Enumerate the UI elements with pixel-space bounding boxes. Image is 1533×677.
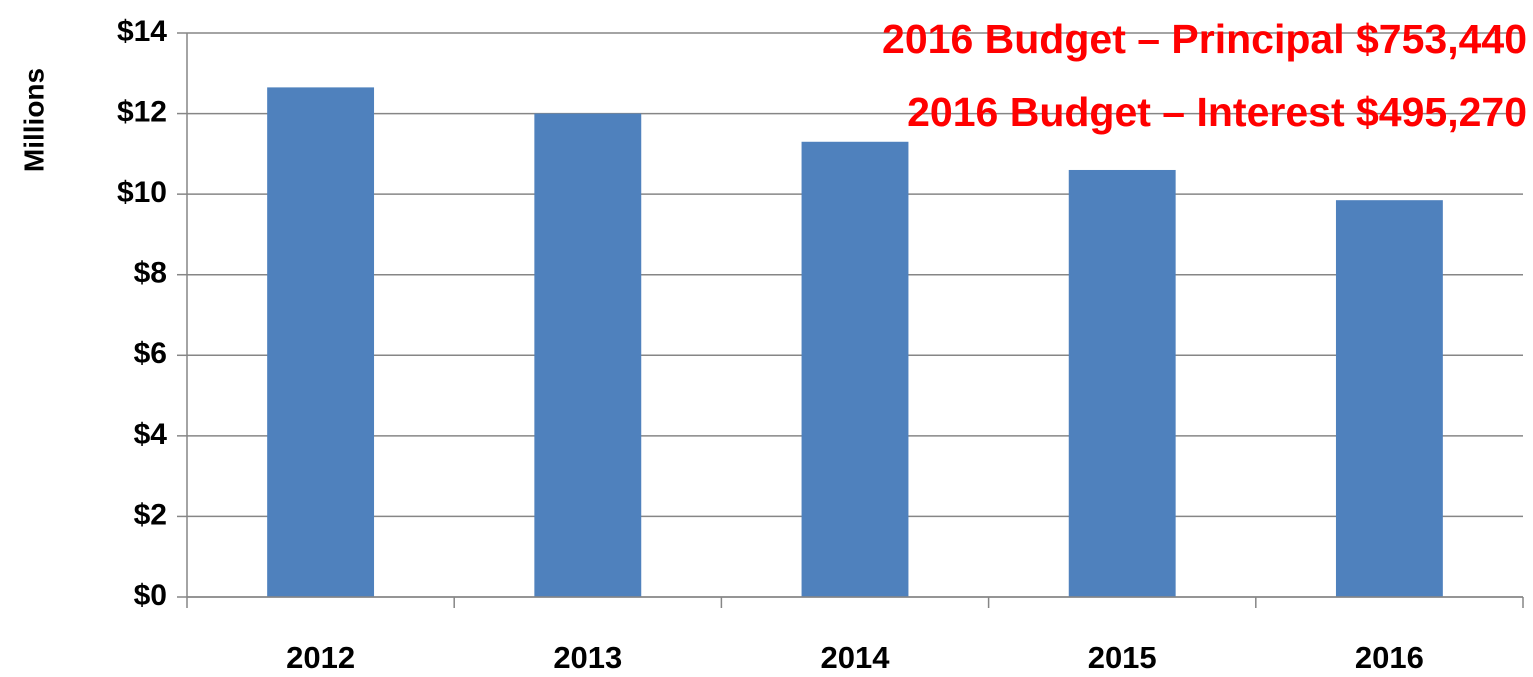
x-tick-label: 2012 — [286, 640, 355, 675]
y-tick-label: $14 — [117, 15, 167, 48]
x-tick-label: 2013 — [553, 640, 622, 675]
bar — [1335, 200, 1443, 597]
bar — [267, 87, 375, 597]
y-tick-label: $12 — [117, 95, 167, 128]
y-tick-label: $2 — [134, 498, 167, 531]
bar — [801, 141, 909, 597]
bar — [1068, 169, 1176, 597]
x-tick-label: 2014 — [821, 640, 891, 675]
y-tick-label: $8 — [134, 257, 167, 290]
y-tick-label: $4 — [134, 418, 168, 451]
y-tick-label: $10 — [117, 176, 167, 209]
x-tick-label: 2015 — [1088, 640, 1157, 675]
x-tick-label: 2016 — [1355, 640, 1424, 675]
bar — [534, 113, 642, 598]
y-tick-label: $0 — [134, 579, 167, 612]
y-tick-label: $6 — [134, 337, 167, 370]
y-axis-label: Millions — [18, 68, 49, 172]
annotation: 2016 Budget – Interest $495,270 — [907, 89, 1527, 135]
annotation: 2016 Budget – Principal $753,440 — [882, 16, 1527, 62]
